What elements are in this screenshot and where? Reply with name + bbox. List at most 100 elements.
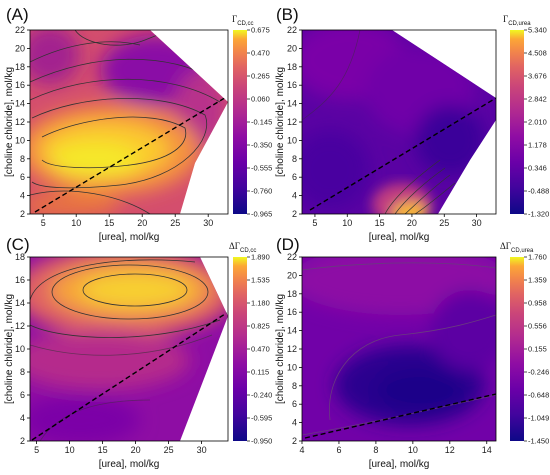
- panel-c-ytick-label: 16: [15, 275, 25, 285]
- panel-b-xtick-label: 25: [439, 218, 449, 228]
- panel-d-xtick-label: 4: [299, 445, 304, 455]
- panel-b: 2 4 6 8 10 12 14 16 18 20 22 5 10 15 20 25 30 (B) [chol…: [275, 5, 549, 243]
- panel-d-ytick-label: 12: [287, 344, 297, 354]
- panel-d-colorbar-tick-label: 0.556: [528, 322, 547, 331]
- panel-b-colorbar-tick-label: 0.346: [528, 164, 547, 173]
- panel-a-ytick-label: 10: [15, 135, 25, 145]
- panel-b-ytick-label: 4: [292, 191, 297, 201]
- panel-d-colorbar-tick-label: -0.246: [528, 368, 549, 377]
- panel-c-xtick-label: 20: [131, 445, 141, 455]
- panel-b-ytick-label: 18: [287, 62, 297, 72]
- panel-c-yticks: 2 4 6 8 10 12 14 16 18: [15, 252, 30, 446]
- panel-b-ytick-label: 10: [287, 135, 297, 145]
- panel-a-colorbar-tick-label: 0.060: [251, 95, 270, 104]
- panel-a-yticks: 2 4 6 8 10 12 14 16 18 20 22: [15, 25, 30, 219]
- panel-c-ytick-label: 10: [15, 344, 25, 354]
- panel-c-xtick-label: 5: [34, 445, 39, 455]
- panel-b-xtick-label: 15: [375, 218, 385, 228]
- panel-b-yticks: 2 4 6 8 10 12 14 16 18 20 22: [287, 25, 302, 219]
- panel-b-ytick-label: 2: [292, 209, 297, 219]
- panel-b-ytick-label: 6: [292, 172, 297, 182]
- panel-c-ytick-label: 14: [15, 298, 25, 308]
- panel-c-colorbar-tick-label: 0.825: [251, 322, 270, 331]
- panel-a-heatmap: [30, 30, 228, 214]
- panel-b-xtick-label: 20: [407, 218, 417, 228]
- panel-a-xlabel: [urea], mol/kg: [99, 232, 160, 243]
- panel-d-xtick-label: 14: [482, 445, 492, 455]
- panel-d-colorbar-tick-label: 0.155: [528, 345, 547, 354]
- panel-d-ytick-label: 16: [287, 307, 297, 317]
- panel-a-xticks: 5 10 15 20 25 30: [41, 214, 213, 228]
- panel-c-colorbar-tick-label: -0.240: [251, 391, 272, 400]
- panel-b-colorbar: [510, 30, 524, 214]
- panel-c-ytick-label: 8: [20, 367, 25, 377]
- panel-c-colorbar-tick-label: 0.115: [251, 368, 269, 377]
- panel-d-ytick-label: 6: [292, 399, 297, 409]
- panel-a-dashed-line: [34, 95, 228, 213]
- panel-b-colorbar-tick-label: 4.508: [528, 49, 547, 58]
- panel-a-ytick-label: 22: [15, 25, 25, 35]
- panel-b-xtick-label: 30: [472, 218, 482, 228]
- panel-d-ytick-label: 8: [292, 381, 297, 391]
- panel-d-label: (D): [276, 235, 300, 254]
- panel-d-colorbar-tick-label: 0.958: [528, 299, 547, 308]
- panel-d-ytick-label: 22: [287, 252, 297, 262]
- panel-a-ytick-label: 2: [20, 209, 25, 219]
- panel-d-contours: [302, 262, 496, 436]
- panel-a-colorbar-tick-label: 0.265: [251, 72, 270, 81]
- panel-b-xlabel: [urea], mol/kg: [369, 232, 430, 243]
- panel-c-xtick-label: 30: [197, 445, 207, 455]
- panel-a-colorbar-ticks: 0.675 0.470 0.265 0.060 -0.145 -0.350 -0.555 -0…: [247, 26, 272, 219]
- panel-c-colorbar-title: ΔΓCD,cc: [229, 241, 256, 254]
- panel-d-ytick-label: 2: [292, 436, 297, 446]
- panel-a-colorbar-tick-label: -0.350: [251, 141, 272, 150]
- panel-d-colorbar: [510, 257, 524, 441]
- panel-a-xtick-label: 15: [104, 218, 114, 228]
- panel-d-xlabel: [urea], mol/kg: [369, 459, 430, 470]
- panel-b-colorbar-tick-label: 3.676: [528, 72, 547, 81]
- panel-b-dashed-line: [309, 97, 496, 211]
- panel-a-ytick-label: 8: [20, 154, 25, 164]
- panel-a-colorbar-tick-label: 0.675: [251, 26, 270, 35]
- panel-a-ytick-label: 18: [15, 62, 25, 72]
- panel-c-colorbar-tick-label: 1.180: [251, 299, 270, 308]
- panel-c-colorbar-tick-label: 0.470: [251, 345, 270, 354]
- panel-a-ytick-label: 14: [15, 99, 25, 109]
- panel-a: 2 4 6 8 10 12 14 16 18 20 22 5 10 15 20 25 30 (A) [chol…: [4, 5, 272, 243]
- panel-a-ytick-label: 20: [15, 43, 25, 53]
- panel-d-yticks: 2 4 6 8 10 12 14 16 18 20 22: [287, 252, 302, 446]
- panel-a-colorbar-tick-label: -0.555: [251, 164, 272, 173]
- panel-b-xtick-label: 5: [312, 218, 317, 228]
- panel-a-colorbar-title: ΓCD,cc: [232, 14, 254, 27]
- panel-d-colorbar-tick-label: -0.648: [528, 391, 549, 400]
- panel-c-colorbar-tick-label: 1.890: [251, 253, 270, 262]
- panel-a-label: (A): [6, 5, 29, 24]
- panel-d-xticks: 4 6 8 10 12 14: [299, 441, 492, 455]
- panel-a-ytick-label: 16: [15, 80, 25, 90]
- panel-c-colorbar-ticks: 1.890 1.535 1.180 0.825 0.470 0.115 -0.240 -0.5…: [247, 253, 272, 446]
- panel-a-xtick-label: 20: [137, 218, 147, 228]
- panel-d-xtick-label: 10: [408, 445, 418, 455]
- panel-d-ylabel: [choline chloride], mol/kg: [275, 294, 286, 404]
- panel-d-dashed-line: [304, 393, 496, 439]
- panel-b-heatmap: [302, 30, 496, 214]
- panel-c-xtick-label: 15: [98, 445, 108, 455]
- panel-a-colorbar-tick-label: -0.760: [251, 187, 272, 196]
- panel-b-colorbar-tick-label: -1.320: [528, 210, 549, 219]
- panel-c-xtick-label: 10: [65, 445, 75, 455]
- panel-c-xtick-label: 25: [164, 445, 174, 455]
- panel-d-colorbar-ticks: 1.760 1.359 0.958 0.556 0.155 -0.246 -0.648 -1.…: [524, 253, 549, 446]
- panel-c: 2 4 6 8 10 12 14 16 18 5 10 15 20 25 30 (C) [choline …: [4, 235, 272, 470]
- panel-d-colorbar-tick-label: -1.049: [528, 414, 549, 423]
- panel-a-colorbar-tick-label: 0.470: [251, 49, 270, 58]
- panel-a-ytick-label: 4: [20, 191, 25, 201]
- panel-a-ytick-label: 12: [15, 117, 25, 127]
- panel-d-colorbar-tick-label: 1.359: [528, 276, 547, 285]
- panel-b-contours: [302, 30, 456, 214]
- panel-d-heatmap: [302, 257, 496, 441]
- panel-d-ytick-label: 14: [287, 326, 297, 336]
- panel-d-colorbar-tick-label: 1.760: [528, 253, 547, 262]
- panel-c-dashed-line: [31, 311, 228, 441]
- panel-c-ytick-label: 6: [20, 390, 25, 400]
